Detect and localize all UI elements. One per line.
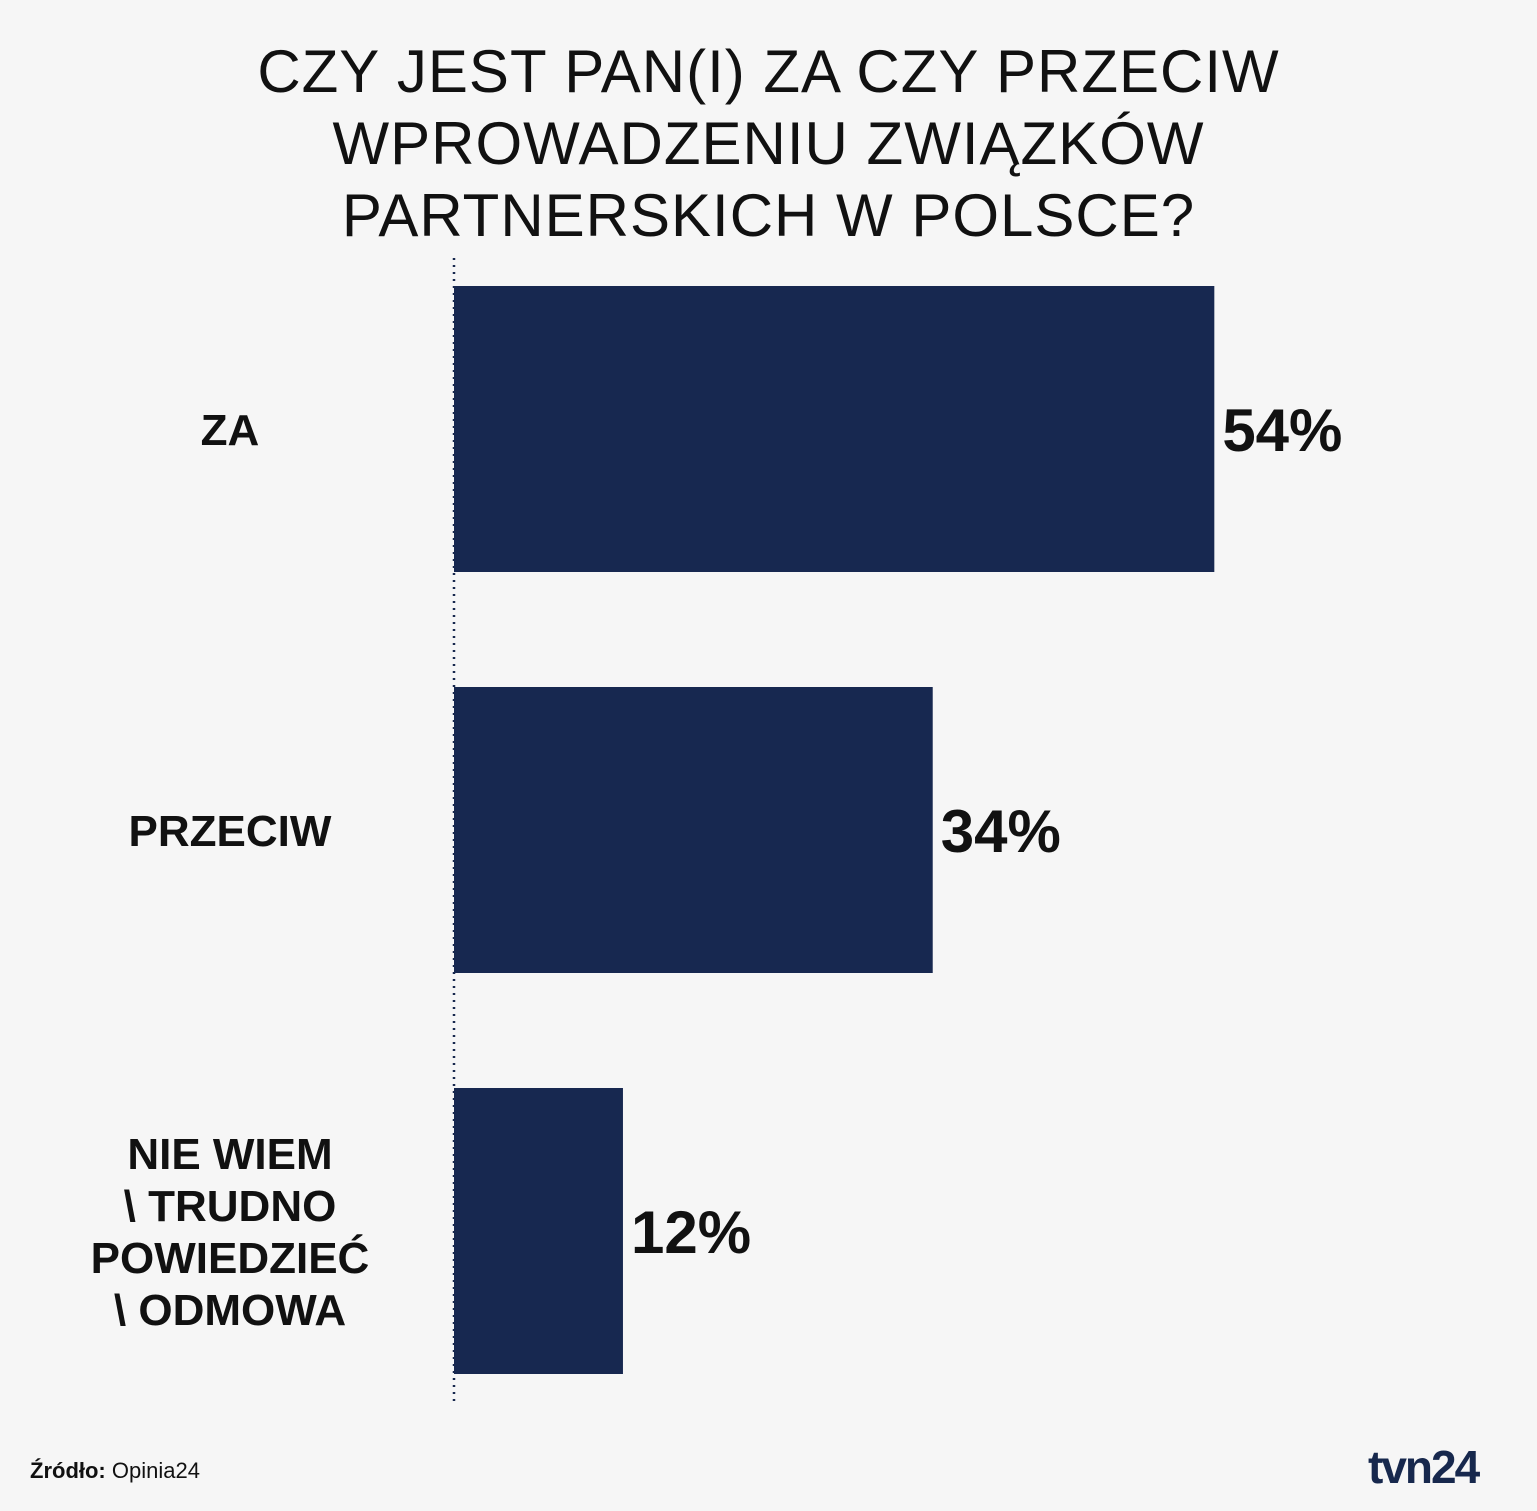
bar [454, 1088, 623, 1374]
value-label: 54% [1222, 397, 1342, 464]
bar [454, 687, 933, 973]
category-label: \ ODMOWA [114, 1286, 346, 1335]
category-label: ZA [201, 406, 260, 455]
title-line: PARTNERSKICH W POLSCE? [341, 182, 1196, 249]
title-line: WPROWADZENIU ZWIĄZKÓW [332, 110, 1205, 177]
source-note: Źródło: Opinia24 [30, 1458, 200, 1484]
category-label: \ TRUDNO [124, 1182, 337, 1231]
bar [454, 286, 1215, 572]
category-label: POWIEDZIEĆ [91, 1233, 370, 1283]
title-line: CZY JEST PAN(I) ZA CZY PRZECIW [257, 38, 1280, 105]
value-label: 34% [941, 798, 1061, 865]
category-label: PRZECIW [129, 807, 332, 856]
chart-title: CZY JEST PAN(I) ZA CZY PRZECIW WPROWADZEN… [0, 36, 1537, 252]
source-value: Opinia24 [105, 1458, 200, 1483]
category-label: NIE WIEM [127, 1130, 332, 1179]
source-key: Źródło: [30, 1458, 106, 1483]
tvn24-logo: tvn24 [1368, 1441, 1480, 1493]
value-label: 12% [631, 1199, 751, 1266]
